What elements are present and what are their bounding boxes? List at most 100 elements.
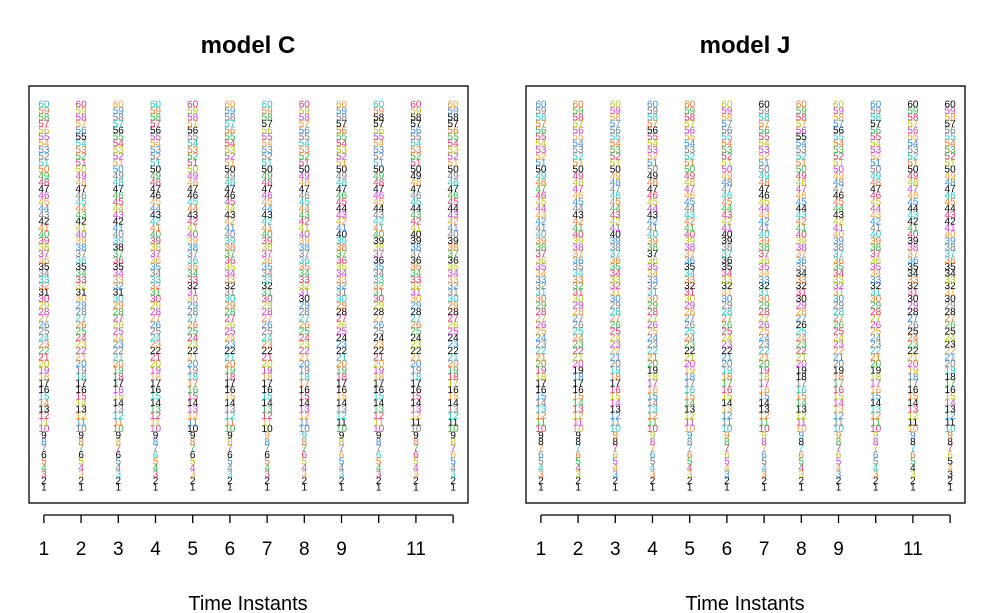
point-label: 48 bbox=[76, 178, 88, 189]
point-label: 45 bbox=[907, 197, 919, 208]
point-label: 22 bbox=[684, 346, 696, 357]
point-label: 59 bbox=[76, 106, 88, 117]
point-label: 46 bbox=[336, 191, 348, 202]
point-label: 54 bbox=[113, 139, 125, 150]
point-label: 32 bbox=[336, 281, 348, 292]
point-label: 2 bbox=[413, 476, 419, 487]
point-label: 15 bbox=[224, 392, 236, 403]
point-label: 20 bbox=[833, 359, 845, 370]
point-label: 22 bbox=[945, 346, 957, 357]
point-label: 52 bbox=[573, 152, 585, 163]
point-label: 15 bbox=[299, 392, 311, 403]
point-label: 14 bbox=[373, 398, 385, 409]
point-label: 5 bbox=[413, 456, 419, 467]
point-label: 55 bbox=[535, 132, 547, 143]
point-label: 49 bbox=[262, 171, 274, 182]
point-label: 55 bbox=[187, 132, 199, 143]
point-label: 52 bbox=[262, 152, 274, 163]
point-label: 4 bbox=[302, 463, 308, 474]
point-label: 32 bbox=[721, 281, 733, 292]
point-label: 12 bbox=[262, 411, 274, 422]
point-label: 5 bbox=[339, 456, 345, 467]
point-label: 10 bbox=[535, 424, 547, 435]
point-label: 5 bbox=[376, 456, 382, 467]
point-label: 44 bbox=[299, 203, 311, 214]
point-label: 5 bbox=[761, 456, 767, 467]
point-label: 43 bbox=[373, 210, 385, 221]
point-label: 45 bbox=[573, 197, 585, 208]
point-label: 50 bbox=[76, 165, 88, 176]
point-label: 33 bbox=[299, 275, 311, 286]
point-label: 33 bbox=[336, 275, 348, 286]
point-label: 29 bbox=[945, 301, 957, 312]
point-label: 23 bbox=[224, 340, 236, 351]
point-label: 1 bbox=[227, 482, 233, 493]
point-label: 19 bbox=[336, 366, 348, 377]
point-label: 45 bbox=[113, 197, 125, 208]
point-label: 3 bbox=[78, 469, 84, 480]
point-label: 44 bbox=[448, 203, 460, 214]
point-label: 24 bbox=[150, 333, 162, 344]
point-label: 59 bbox=[224, 106, 236, 117]
point-label: 44 bbox=[113, 203, 125, 214]
point-label: 18 bbox=[410, 372, 422, 383]
point-label: 53 bbox=[833, 145, 845, 156]
point-label: 58 bbox=[573, 113, 585, 124]
point-label: 11 bbox=[610, 417, 621, 428]
point-label: 58 bbox=[907, 113, 919, 124]
point-label: 15 bbox=[684, 392, 696, 403]
point-label: 26 bbox=[833, 320, 845, 331]
point-label: 58 bbox=[299, 113, 311, 124]
point-label: 32 bbox=[684, 281, 696, 292]
point-label: 18 bbox=[945, 372, 957, 383]
point-label: 46 bbox=[907, 191, 919, 202]
point-label: 27 bbox=[448, 314, 460, 325]
point-label: 39 bbox=[448, 236, 460, 247]
point-label: 33 bbox=[573, 275, 585, 286]
point-label: 39 bbox=[373, 236, 385, 247]
point-label: 33 bbox=[448, 275, 460, 286]
point-label: 3 bbox=[613, 469, 619, 480]
point-label: 30 bbox=[796, 294, 808, 305]
point-label: 42 bbox=[299, 216, 311, 227]
point-label: 58 bbox=[535, 113, 547, 124]
point-label: 10 bbox=[448, 424, 460, 435]
point-label: 52 bbox=[684, 152, 696, 163]
point-label: 29 bbox=[38, 301, 50, 312]
point-label: 10 bbox=[721, 424, 733, 435]
point-label: 60 bbox=[113, 100, 125, 111]
point-label: 28 bbox=[721, 307, 733, 318]
point-label: 57 bbox=[38, 119, 50, 130]
point-label: 13 bbox=[721, 405, 733, 416]
point-label: 55 bbox=[907, 132, 919, 143]
point-label: 26 bbox=[759, 320, 771, 331]
plot-frame bbox=[28, 85, 469, 504]
point-label: 57 bbox=[684, 119, 696, 130]
point-label: 56 bbox=[299, 126, 311, 137]
point-label: 47 bbox=[870, 184, 882, 195]
point-label: 45 bbox=[448, 197, 460, 208]
point-label: 59 bbox=[647, 106, 659, 117]
point-label: 1 bbox=[687, 482, 693, 493]
point-label: 9 bbox=[538, 430, 544, 441]
point-label: 4 bbox=[947, 463, 953, 474]
point-label: 50 bbox=[448, 165, 460, 176]
point-label: 6 bbox=[41, 450, 47, 461]
point-label: 38 bbox=[224, 242, 236, 253]
point-label: 56 bbox=[150, 126, 162, 137]
panel-model-j: model J 12345678910111213141516171819202… bbox=[525, 32, 966, 613]
point-label: 7 bbox=[538, 443, 544, 454]
point-label: 47 bbox=[721, 184, 733, 195]
point-label: 33 bbox=[759, 275, 771, 286]
point-label: 8 bbox=[190, 437, 196, 448]
point-label: 18 bbox=[610, 372, 622, 383]
point-label: 8 bbox=[116, 437, 122, 448]
point-label: 41 bbox=[535, 223, 547, 234]
point-label: 16 bbox=[907, 385, 919, 396]
point-label: 27 bbox=[38, 314, 50, 325]
point-label: 39 bbox=[262, 236, 274, 247]
point-label: 60 bbox=[573, 100, 585, 111]
point-label: 30 bbox=[759, 294, 771, 305]
point-label: 40 bbox=[647, 229, 659, 240]
point-label: 2 bbox=[302, 476, 308, 487]
